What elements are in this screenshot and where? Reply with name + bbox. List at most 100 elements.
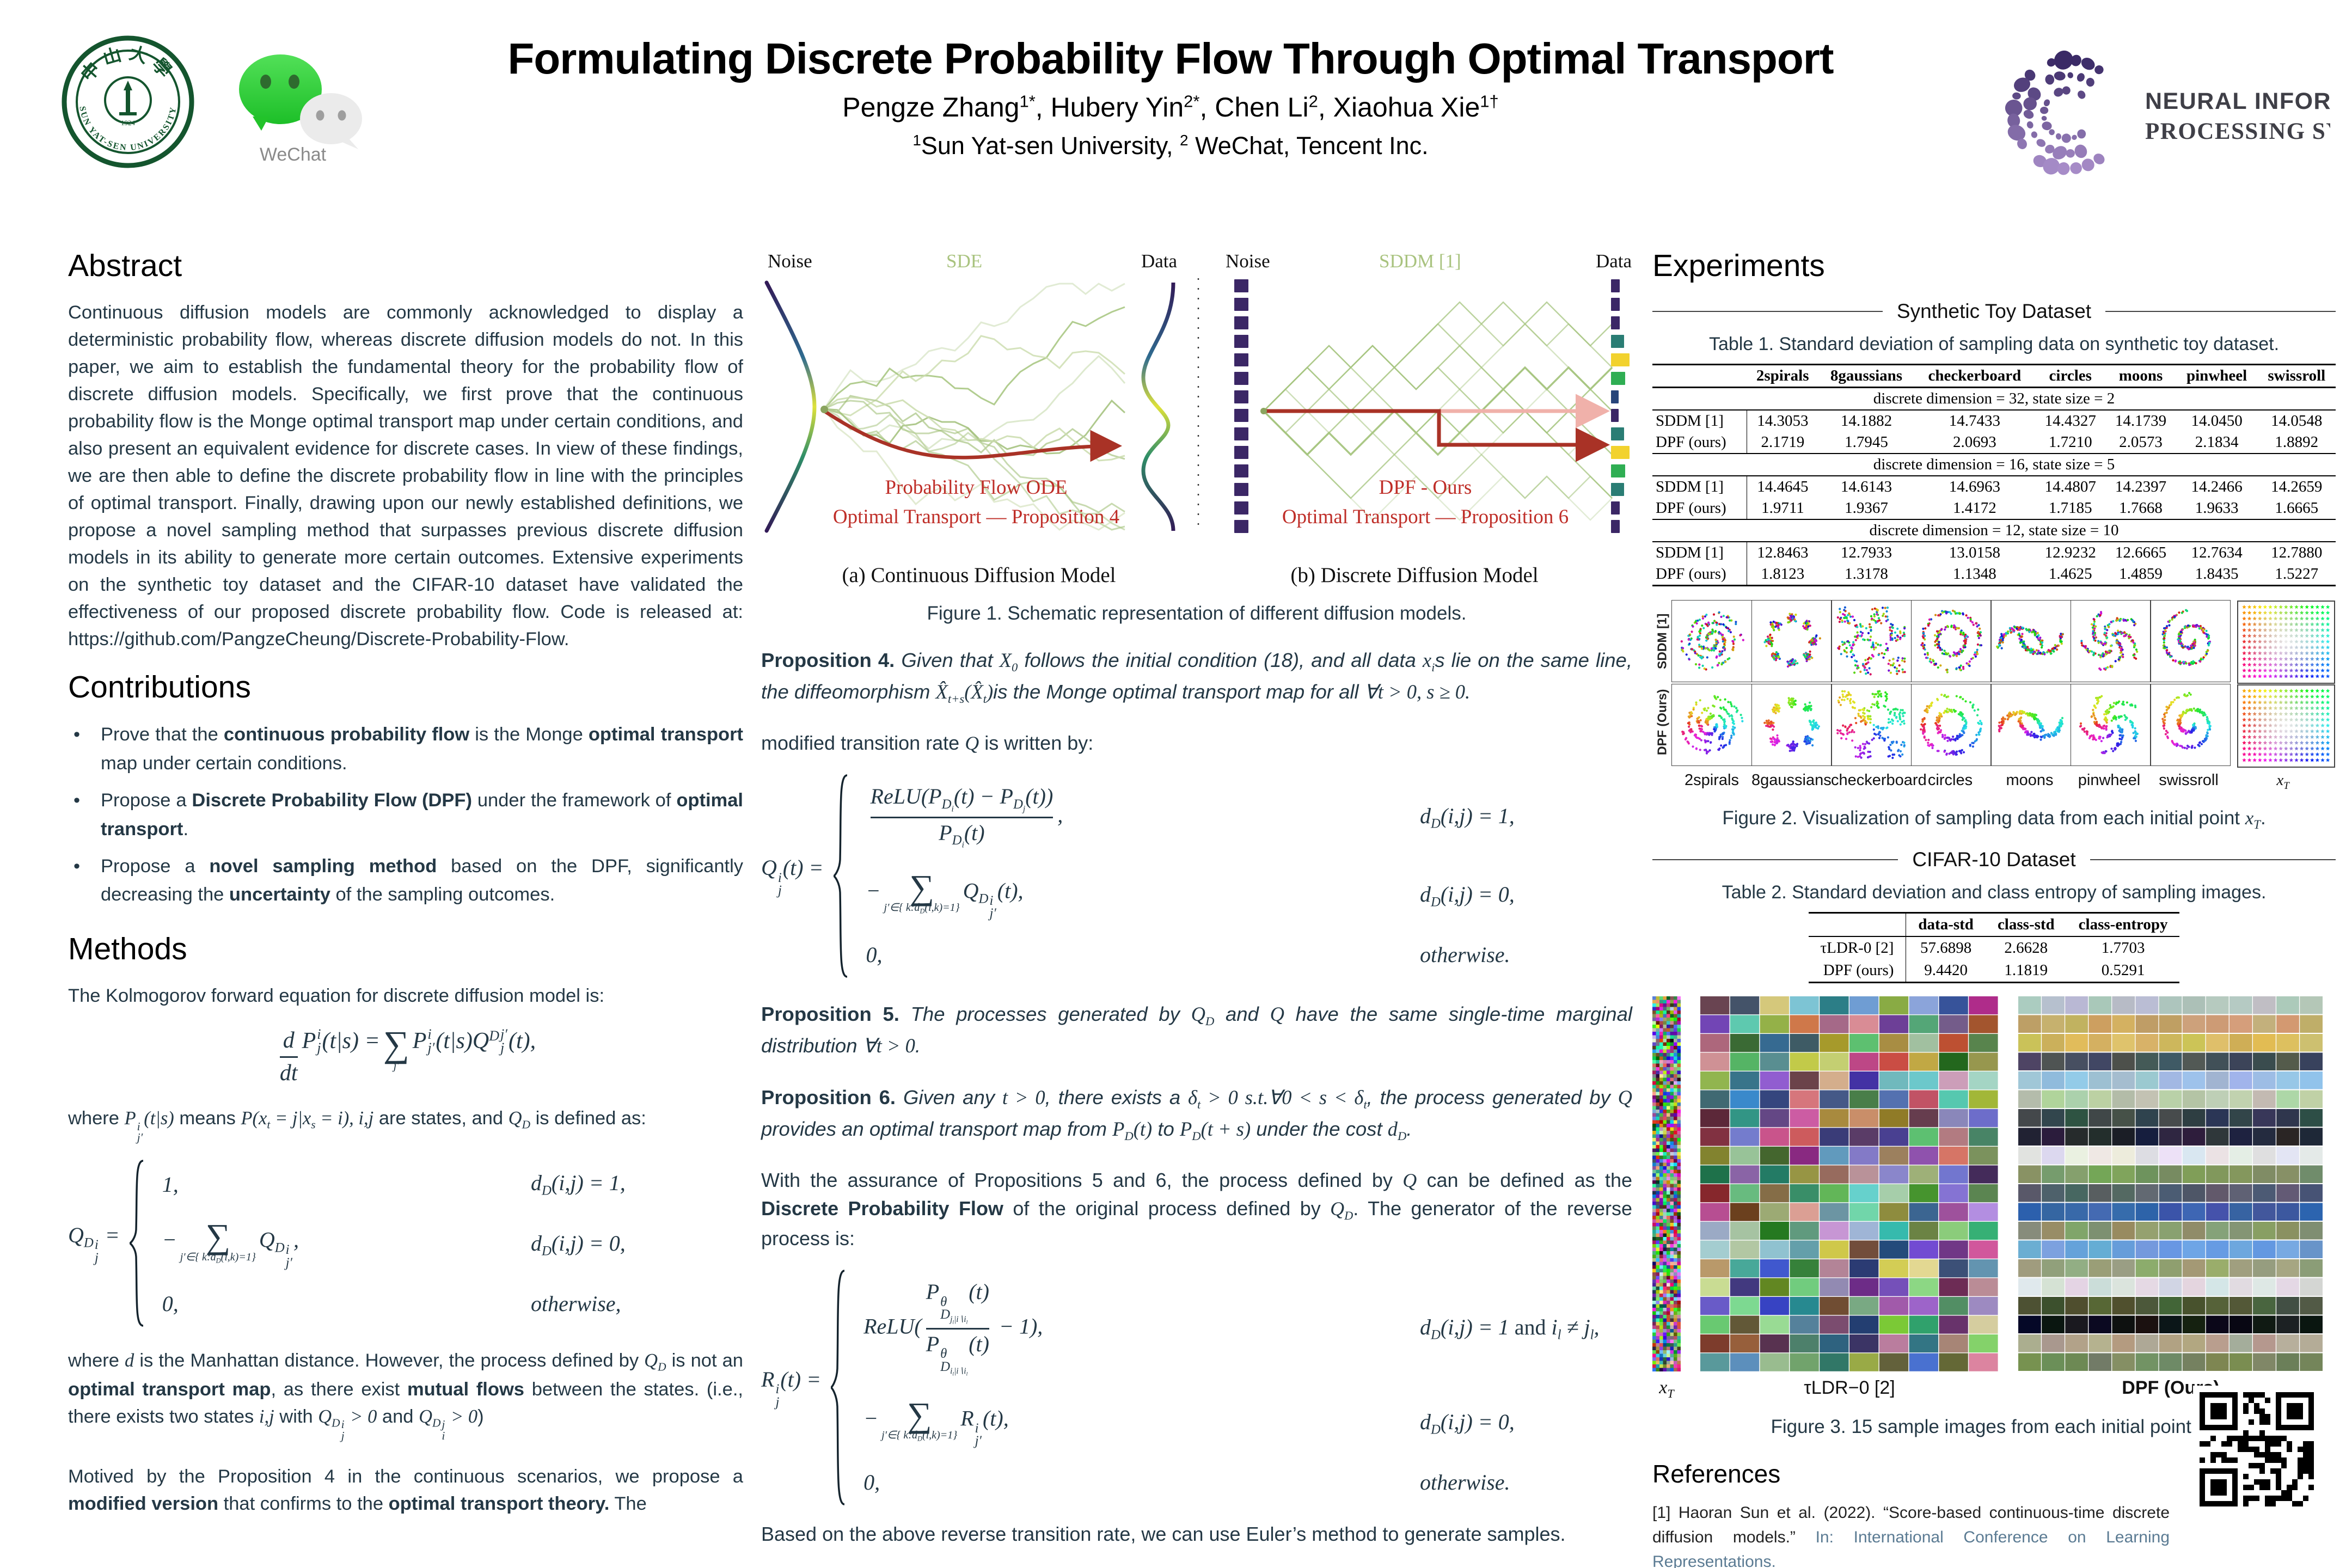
methods-p3: Motived by the Proposition 4 in the cont… [68, 1466, 743, 1515]
figure2-col-label: checkerboard [1831, 771, 1927, 789]
figure2-xt-panel [2237, 684, 2335, 768]
wechat-logo: WeChat [229, 48, 387, 168]
table1-section-header: discrete dimension = 12, state size = 10 [1869, 522, 2119, 539]
svg-text:Probability Flow ODE: Probability Flow ODE [885, 476, 1067, 499]
sysu-tower-base [119, 112, 137, 115]
abstract-heading: Abstract [68, 248, 182, 283]
table-cell: 12.8463 [1757, 544, 1809, 561]
proposition5-body: The processes generated by QD and Q have… [761, 1003, 1632, 1057]
table-cell: 14.6143 [1840, 478, 1892, 495]
svg-text:Data: Data [1596, 250, 1632, 272]
abstract-text: Continuous diffusion models are commonly… [68, 302, 743, 650]
right-column: Experiments Synthetic Toy Dataset Table … [1652, 248, 2336, 1568]
figure2-cell [1671, 684, 1753, 767]
figure3-caption: Figure 3. 15 sample images from each ini… [1771, 1416, 2218, 1440]
proposition4-body: Given that X0 follows the initial condit… [761, 649, 1632, 706]
sysu-tower [126, 90, 130, 112]
figure2-cell [1910, 684, 1992, 767]
figure2-cell [2070, 684, 2151, 767]
divider-line [2105, 311, 2336, 312]
equation-case: ReLU(PDi(t) − PDj(t)) PDi(t), dD(i,j) = 1, [870, 784, 1515, 850]
table-cell: 14.4645 [1757, 478, 1809, 495]
figure2-col-label: pinwheel [2078, 771, 2141, 789]
author: , Hubery Yin2* [1035, 91, 1200, 122]
table-cell: 1.4172 [1953, 499, 1996, 517]
qr-code [2193, 1386, 2324, 1519]
table-cell: 1.7945 [1845, 433, 1888, 451]
figure2-cell [1990, 684, 2072, 767]
table-cell: 14.1882 [1840, 412, 1892, 430]
table-cell: 1.7668 [2119, 499, 2163, 517]
figure2-col-label: swissroll [2159, 771, 2219, 789]
table-cell: 14.6963 [1949, 478, 2001, 495]
table-cell: 2.1719 [1761, 433, 1805, 451]
table-cell: 1.9711 [1761, 499, 1804, 517]
table-row: DPF (ours) 9.4420 1.1819 0.5291 [1808, 959, 2180, 983]
figure3-dpf-grid [2018, 996, 2323, 1371]
figure3 [1652, 996, 2336, 1372]
author: , Xiaohua Xie1† [1318, 91, 1499, 122]
table-cell: 2.1834 [2195, 433, 2239, 451]
proposition4-label: Proposition 4. [761, 649, 895, 671]
reference-item: [1] Haoran Sun et al. (2022). “Score-bas… [1652, 1503, 2170, 1568]
table-cell: 1.1348 [1953, 565, 1996, 583]
figure2-cell [1751, 684, 1832, 767]
table1-column-header: checkerboard [1928, 367, 2022, 384]
table-cell: 14.1739 [2115, 412, 2167, 430]
figure1-caption: Figure 1. Schematic representation of di… [927, 603, 1467, 624]
table-row: DPF (ours) 2.1719 1.7945 2.0693 1.7210 2.0573… [1652, 432, 2336, 454]
svg-text:Data: Data [1141, 250, 1178, 272]
title-block: Formulating Discrete Probability Flow Th… [359, 34, 1982, 160]
authors-line: Pengze Zhang1*, Hubery Yin2*, Chen Li2, … [359, 91, 1982, 123]
contributions-heading: Contributions [68, 670, 251, 705]
contributions-list: Prove that the continuous probability fl… [68, 720, 743, 909]
methods-p1: The Kolmogorov forward equation for disc… [68, 985, 605, 1006]
author: Pengze Zhang1* [842, 91, 1036, 122]
poster-title: Formulating Discrete Probability Flow Th… [507, 34, 1834, 83]
synthetic-divider: Synthetic Toy Dataset [1652, 300, 2336, 323]
table2-column-header: class-entropy [2078, 915, 2168, 933]
references: References [1] Haoran Sun et al. (2022).… [1652, 1459, 2336, 1568]
figure3-tldr-grid [1700, 996, 1998, 1371]
svg-text:DPF - Ours: DPF - Ours [1379, 476, 1472, 499]
table2-column-header: data-std [1918, 915, 1974, 933]
equation-case: 0, otherwise. [866, 942, 1510, 967]
author: , Chen Li2 [1199, 91, 1318, 122]
cifar-divider: CIFAR-10 Dataset [1652, 848, 2336, 871]
methods-p2: where d is the Manhattan distance. Howev… [68, 1350, 743, 1442]
table-cell: 1.4859 [2119, 565, 2163, 583]
figure2-cell [2150, 600, 2231, 683]
neurips-logo: NEURAL INFORMATION PROCESSING SYSTEMS [1982, 28, 2352, 205]
table-cell: 1.9367 [1845, 499, 1888, 517]
equation-case: − ∑ j′∈{ k:dD(i,k)=1} QD i j′, dD(i,j) = 0, [162, 1216, 626, 1270]
figure2-col-label: circles [1927, 771, 1973, 789]
table-cell: 1.6665 [2275, 499, 2319, 517]
svg-text:Noise: Noise [768, 250, 812, 272]
wechat-bubble-large-tail [253, 117, 269, 131]
equation-case: 0, otherwise. [863, 1469, 1510, 1494]
sysu-logo: 中山大學 SUN YAT-SEN UNIVERSITY 1924 [60, 34, 196, 173]
svg-text:Optimal Transport — Propositio: Optimal Transport — Proposition 6 [1282, 506, 1569, 528]
left-column: Abstract Continuous diffusion models are… [68, 248, 743, 1534]
table-cell: 1.7185 [2048, 499, 2092, 517]
contribution-item: Propose a novel sampling method based on… [68, 852, 743, 909]
table-cell: 14.4327 [2044, 412, 2096, 430]
figure2: SDDM [1] DPF (Ours) 2spirals 8gaussians che… [1652, 600, 2336, 832]
wechat-bubble-small [300, 93, 362, 144]
svg-text:NEURAL INFORMATION: NEURAL INFORMATION [2145, 88, 2330, 114]
proposition5-label: Proposition 5. [761, 1003, 899, 1026]
figure2-cell [1751, 600, 1832, 683]
divider-line [1652, 311, 1883, 312]
figure2-col-label: 2spirals [1685, 771, 1739, 789]
figure2-xt-panel [2237, 601, 2335, 684]
table-cell: 14.3053 [1757, 412, 1809, 430]
center-column: Noise SDE Data Probability Flow ODE Optimal … [761, 248, 1632, 1565]
synthetic-title: Synthetic Toy Dataset [1896, 300, 2092, 322]
table2-column-header [1808, 912, 1907, 936]
table-cell: 14.0450 [2191, 412, 2243, 430]
wechat-label: WeChat [260, 144, 327, 165]
table-cell: 1.8123 [1761, 565, 1805, 583]
